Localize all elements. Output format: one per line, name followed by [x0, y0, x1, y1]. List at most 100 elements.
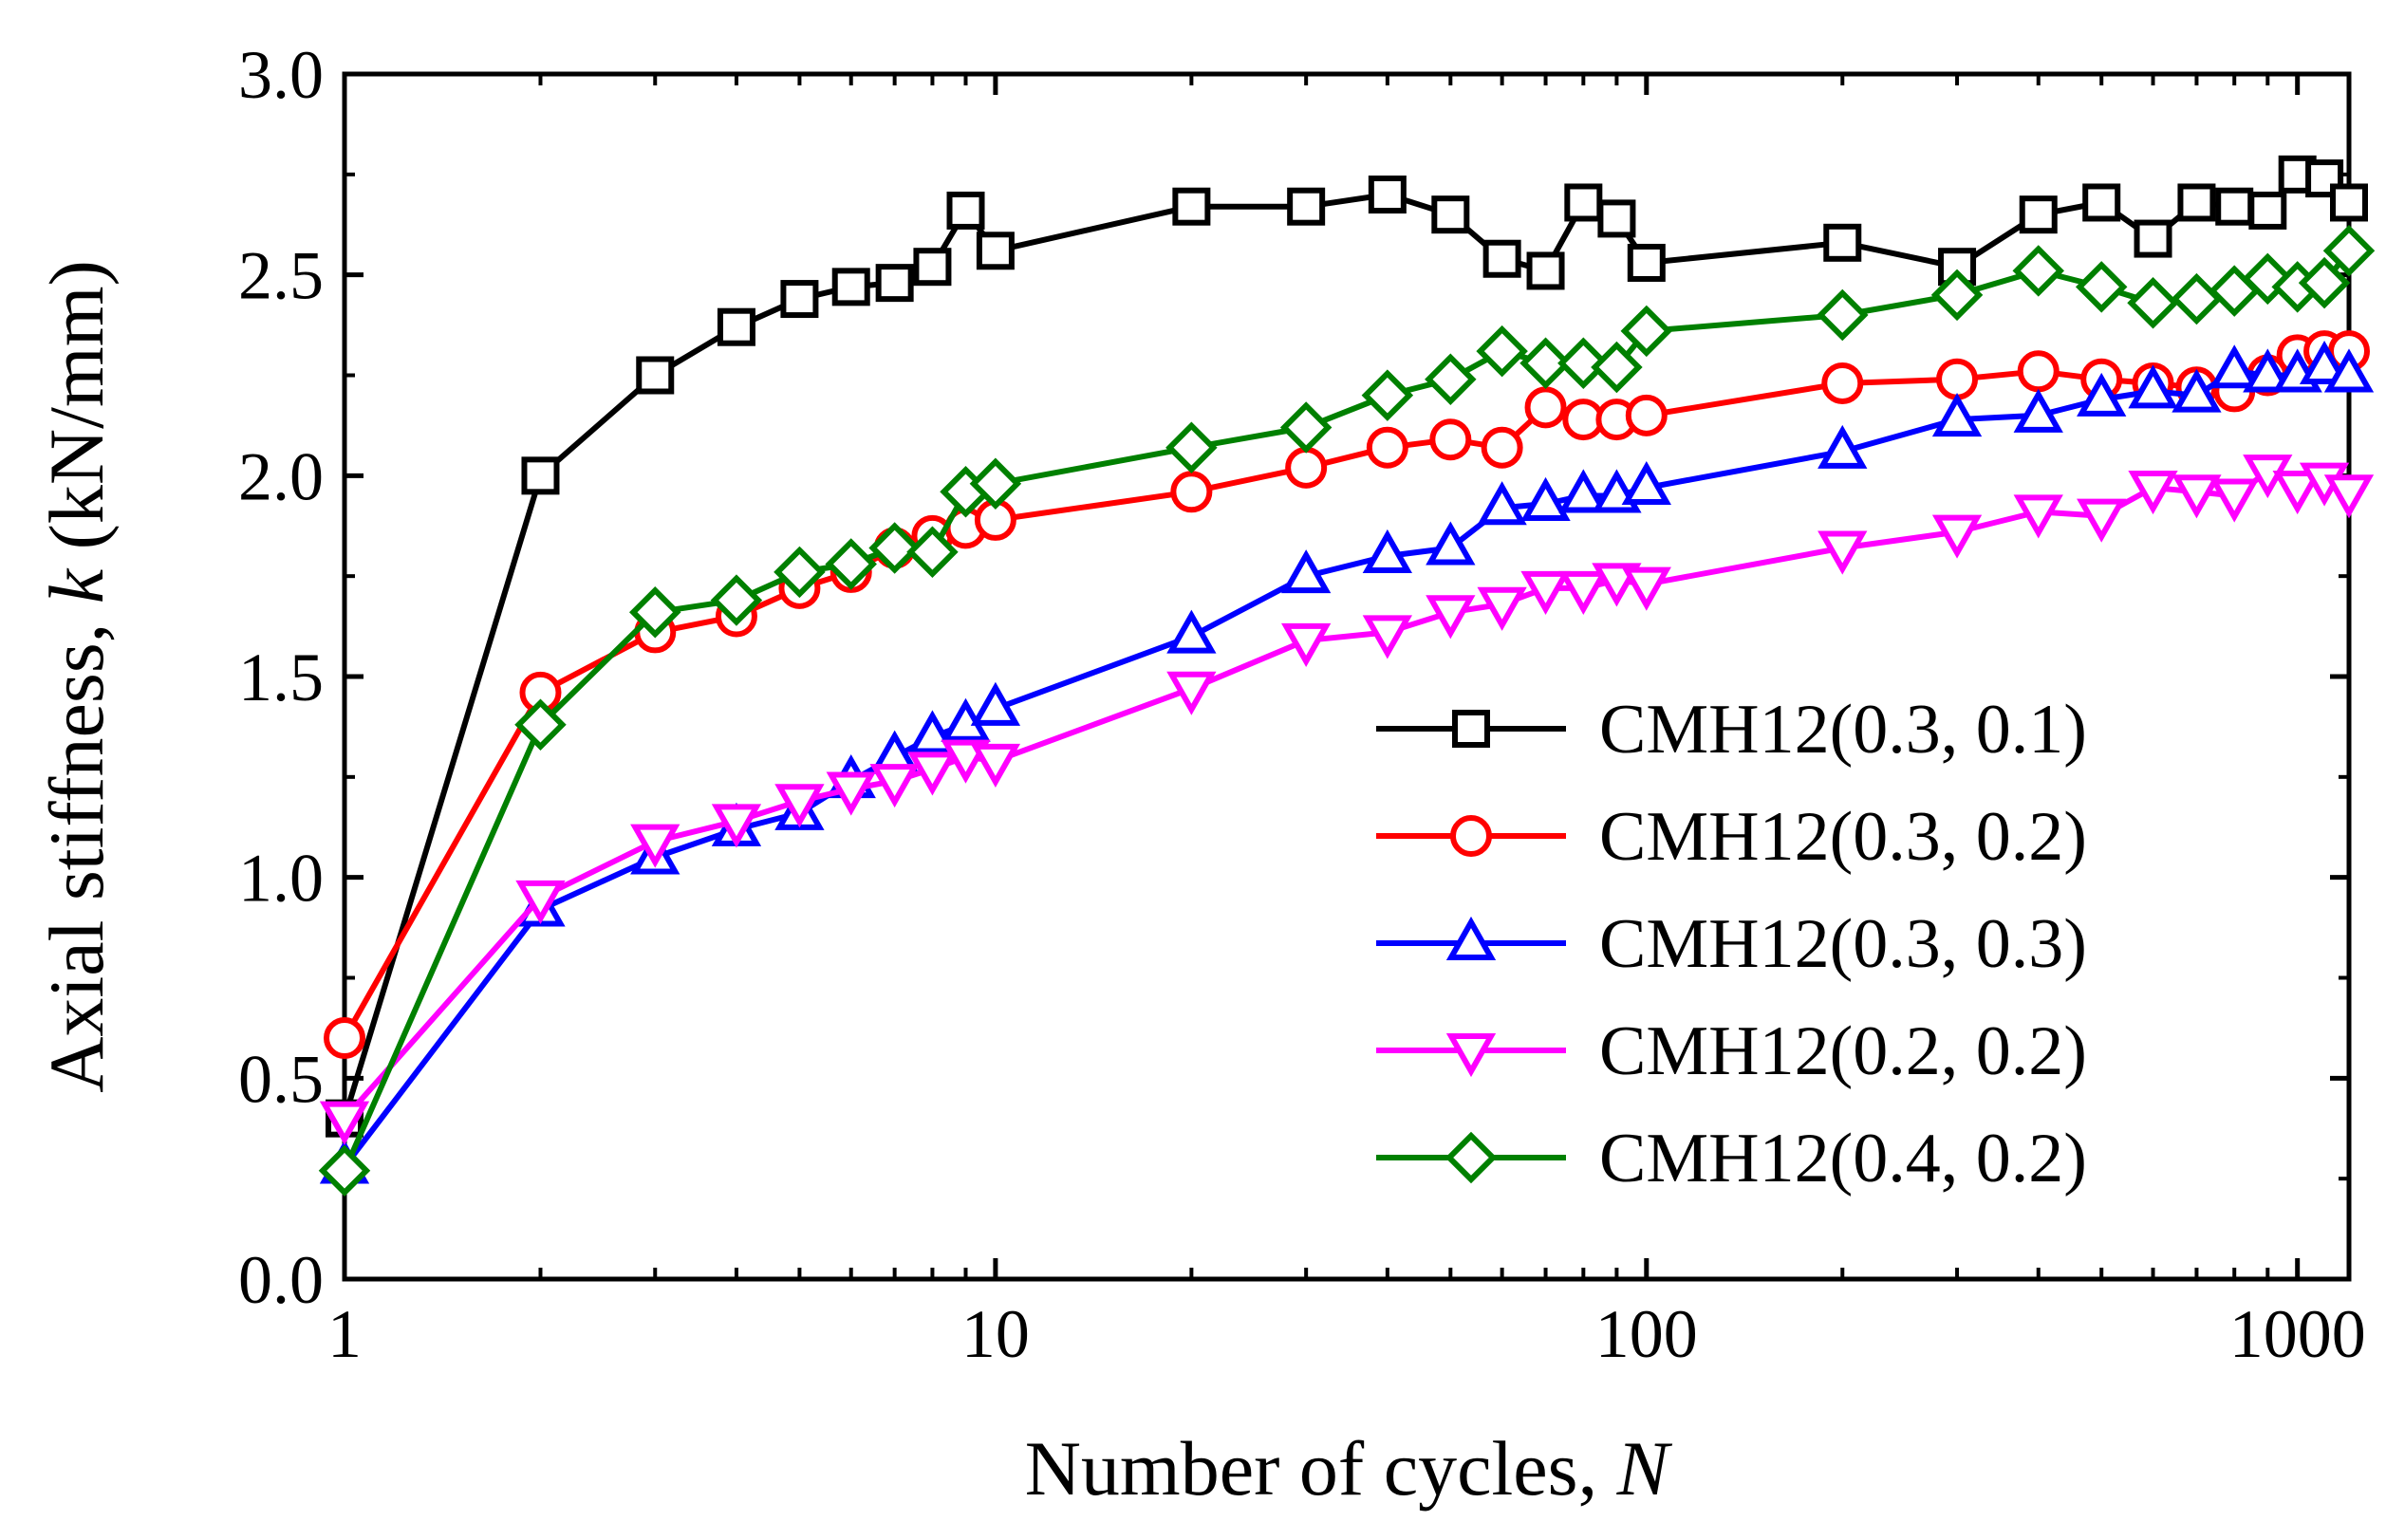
y-tick-label: 2.5: [238, 238, 324, 314]
x-axis-title-var: N: [1616, 1425, 1673, 1512]
data-point: [946, 191, 985, 230]
data-point: [1526, 251, 1565, 290]
data-point: [2012, 245, 2064, 297]
data-point: [868, 522, 921, 574]
legend-label: CMH12(0.3, 0.3): [1599, 905, 2087, 983]
plot-border: [342, 71, 2352, 1282]
data-point: [1426, 595, 1476, 640]
y-tick-label: 1.5: [238, 640, 324, 715]
data-point: [1368, 176, 1407, 213]
data-point: [1930, 269, 1984, 322]
data-point: [1557, 337, 1610, 390]
data-point: [1426, 521, 1476, 566]
data-point: [1817, 288, 1869, 342]
legend-marker: [1452, 710, 1490, 748]
data-point: [2323, 474, 2375, 519]
data-point: [2322, 225, 2376, 277]
data-point: [2323, 348, 2375, 393]
data-point: [1281, 622, 1332, 667]
data-point: [1362, 615, 1412, 659]
y-axis-title: Axial stiffness, k (kN/mm): [33, 260, 120, 1093]
data-point: [2209, 478, 2260, 523]
data-point: [976, 232, 1015, 270]
x-tick-label: 100: [1595, 1296, 1698, 1372]
y-axis-title-unit: (kN/mm): [33, 260, 120, 569]
data-point: [2077, 372, 2127, 417]
data-point: [717, 307, 755, 346]
data-point: [1450, 815, 1492, 857]
data-point: [1476, 325, 1528, 378]
data-point: [1285, 446, 1328, 489]
legend-item: CMH12(0.3, 0.1): [1376, 691, 2087, 769]
y-tick-label: 0.0: [238, 1242, 324, 1318]
x-tick-label: 1000: [2229, 1296, 2366, 1372]
data-point: [636, 356, 675, 395]
data-point: [906, 526, 959, 579]
data-point: [907, 751, 958, 796]
data-point: [1166, 609, 1217, 654]
data-point: [711, 804, 762, 848]
legend-item: CMH12(0.4, 0.2): [1376, 1120, 2087, 1197]
x-tick-label: 10: [961, 1296, 1030, 1372]
data-point: [1362, 529, 1412, 573]
data-point: [2019, 195, 2058, 234]
data-point: [2075, 261, 2128, 313]
data-point: [319, 1101, 370, 1145]
data-point: [825, 538, 877, 590]
data-point: [2272, 471, 2322, 515]
data-point: [1165, 421, 1218, 473]
legend-label: CMH12(0.4, 0.2): [1599, 1120, 2087, 1197]
data-point: [515, 880, 566, 924]
y-tick-label: 3.0: [238, 37, 324, 113]
data-point: [1445, 916, 1497, 960]
data-point: [1482, 239, 1521, 278]
data-point: [324, 1017, 365, 1059]
data-point: [2177, 183, 2216, 222]
data-point: [1287, 187, 1326, 226]
data-point: [2171, 272, 2223, 325]
data-point: [913, 248, 952, 287]
data-point: [826, 771, 876, 816]
data-point: [2013, 388, 2063, 433]
legend-marker: [1445, 1033, 1497, 1078]
data-point: [1172, 187, 1211, 226]
data-point: [1931, 392, 1983, 437]
data-point: [869, 764, 920, 808]
data-point: [1281, 549, 1332, 594]
legend-item: CMH12(0.3, 0.3): [1376, 905, 2087, 983]
data-point: [831, 268, 870, 306]
data-point: [2248, 191, 2287, 230]
data-point: [774, 546, 826, 599]
data-point: [2013, 494, 2063, 539]
legend: CMH12(0.3, 0.1) CMH12(0.3, 0.2) CMH12(0.…: [1376, 691, 2087, 1197]
y-tick-label: 1.0: [238, 841, 324, 917]
data-point: [1452, 710, 1490, 748]
data-point: [1821, 362, 1864, 404]
data-point: [1823, 223, 1862, 262]
data-point: [1936, 358, 1979, 400]
y-axis-title-text: Axial stiffness,: [33, 603, 120, 1093]
data-point: [1625, 394, 1668, 436]
data-point: [2128, 471, 2178, 515]
data-point: [1621, 566, 1671, 611]
series: [326, 155, 2368, 1138]
data-point: [1166, 671, 1217, 715]
data-point: [1558, 570, 1609, 615]
data-point: [1366, 426, 1408, 469]
data-point: [1425, 353, 1477, 405]
data-point: [1361, 369, 1414, 421]
data-point: [1817, 530, 1868, 575]
data-point: [710, 574, 763, 626]
data-point: [1621, 460, 1671, 506]
x-tick-label: 1: [327, 1296, 362, 1372]
data-point: [1558, 469, 1609, 513]
data-point: [2298, 256, 2351, 309]
data-point: [2172, 368, 2222, 413]
legend-marker: [1450, 815, 1492, 857]
data-point: [1481, 426, 1523, 469]
data-point: [1597, 199, 1636, 238]
legend-marker: [1445, 1131, 1498, 1184]
data-point: [2134, 219, 2172, 258]
data-point: [875, 264, 914, 303]
